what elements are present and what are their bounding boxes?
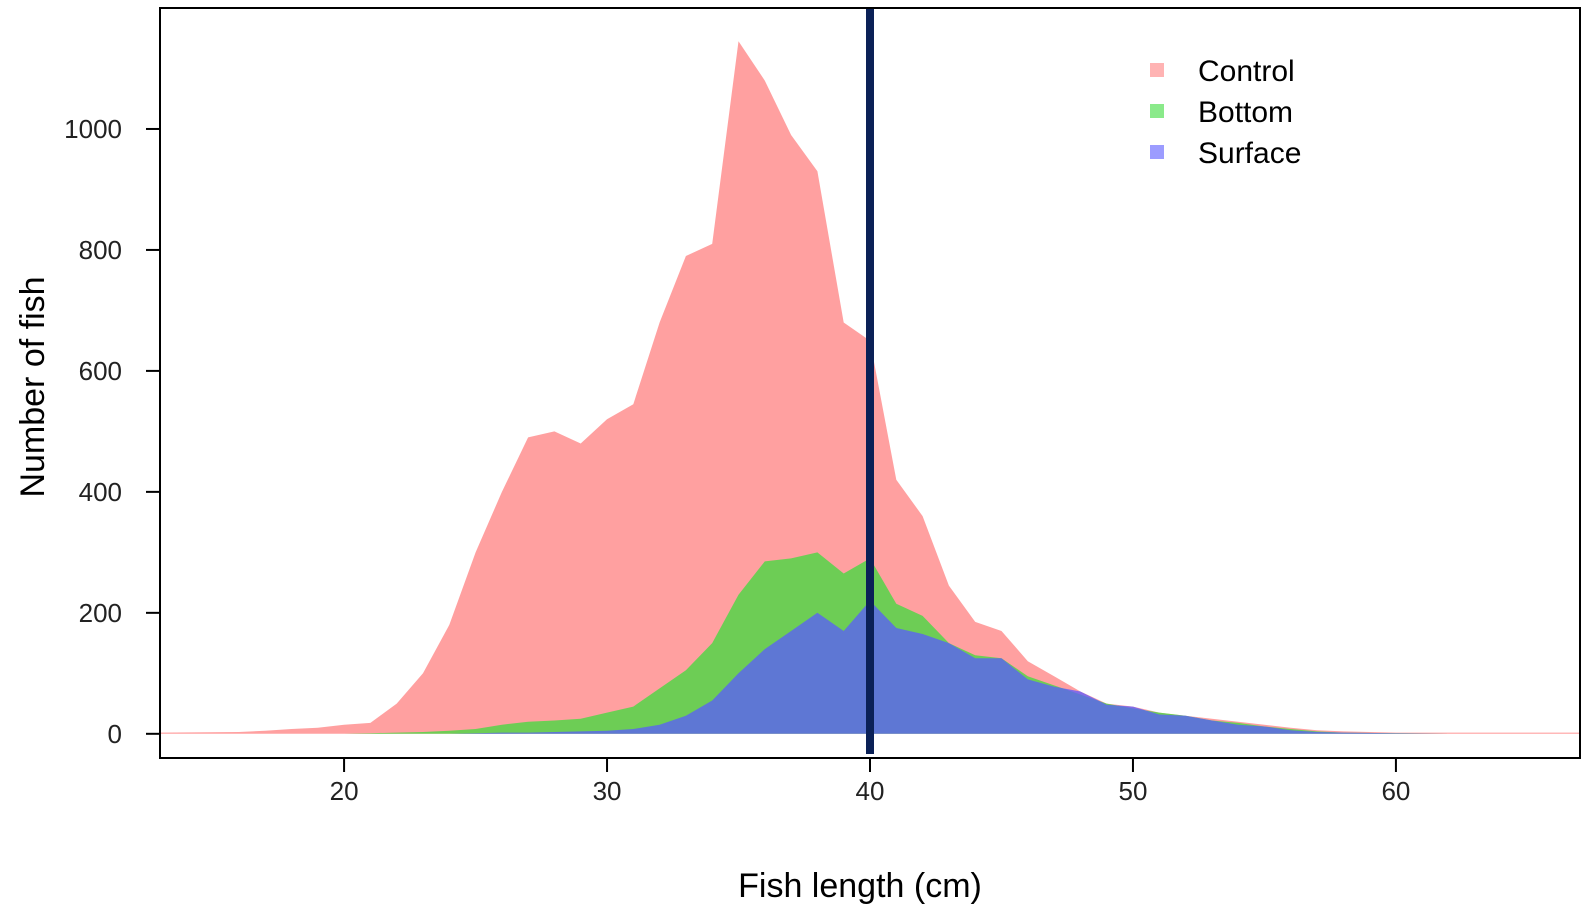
y-tick-label: 400 (79, 477, 122, 507)
legend-label-control: Control (1198, 55, 1295, 88)
y-tick-label: 600 (79, 356, 122, 386)
legend-swatch-control (1150, 63, 1164, 77)
y-tick-label: 800 (79, 235, 122, 265)
x-tick-label: 30 (593, 776, 622, 806)
x-tick-label: 50 (1119, 776, 1148, 806)
legend-label-surface: Surface (1198, 137, 1301, 170)
legend-swatch-bottom (1150, 104, 1164, 118)
legend-label-bottom: Bottom (1198, 96, 1293, 129)
y-tick-label: 0 (108, 719, 122, 749)
x-tick-label: 40 (856, 776, 885, 806)
plot-area (160, 8, 1580, 754)
y-tick-label: 1000 (64, 114, 122, 144)
x-tick-label: 20 (330, 776, 359, 806)
y-tick-label: 200 (79, 598, 122, 628)
x-tick-label: 60 (1381, 776, 1410, 806)
legend: Control Bottom Surface (1150, 55, 1301, 170)
y-axis-title: Number of fish (14, 276, 52, 497)
legend-swatch-surface (1150, 145, 1164, 159)
x-axis-title: Fish length (cm) (738, 867, 982, 905)
